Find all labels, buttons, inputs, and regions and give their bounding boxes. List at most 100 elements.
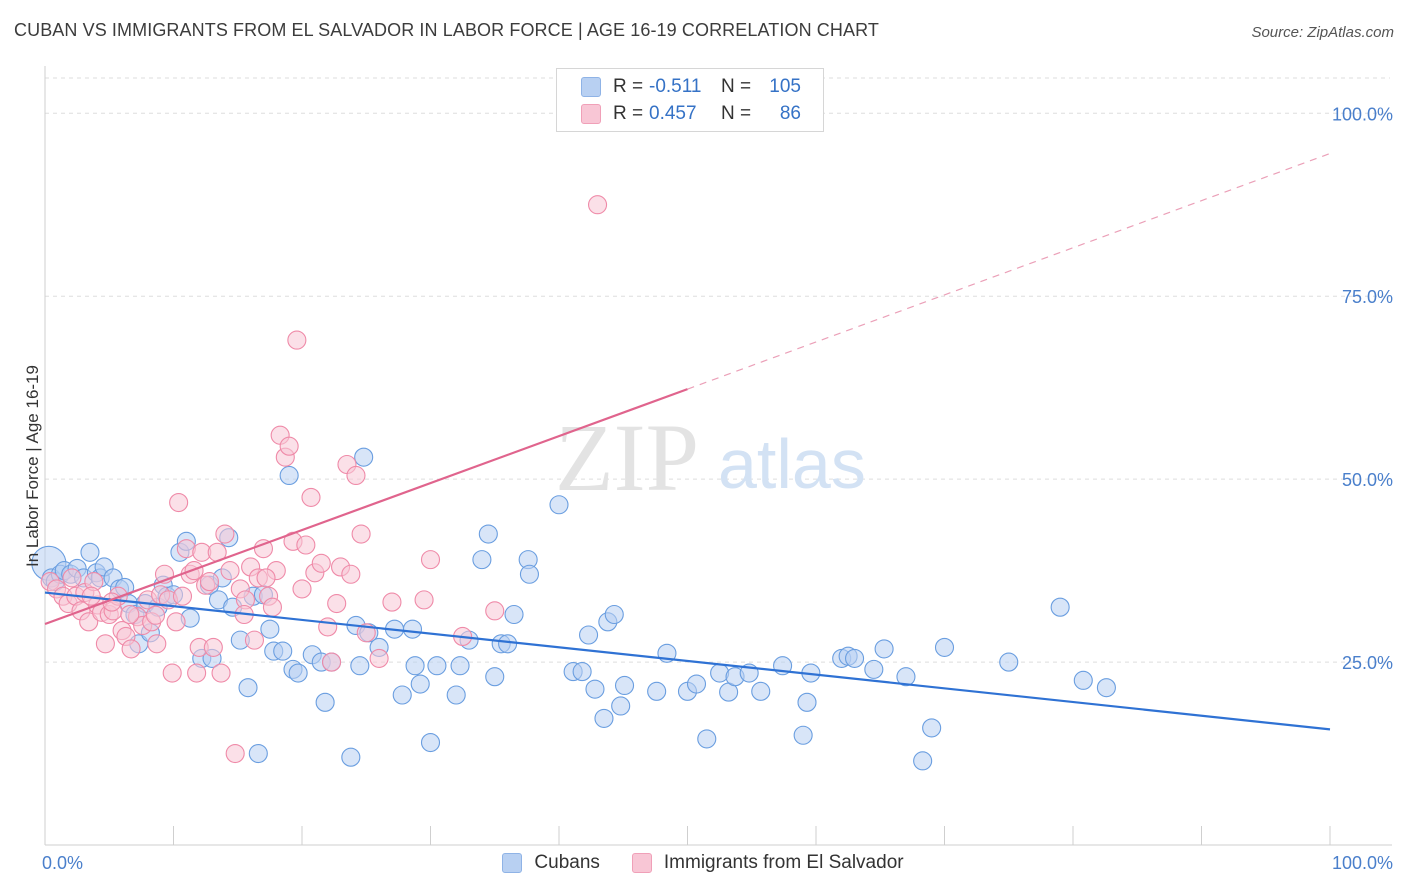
point-el-salvador-72 [369,648,389,668]
point-el-salvador-57 [287,330,307,350]
legend-n-value: 105 [769,76,801,97]
point-cubans-83 [647,681,667,701]
point-cubans-62 [446,685,466,705]
point-cubans-100 [864,659,884,679]
legend-swatch-cubans [502,853,523,873]
point-el-salvador-65 [327,593,347,614]
point-cubans-51 [341,747,361,767]
point-el-salvador-49 [253,539,274,559]
y-tick-label-2: 75.0% [1342,287,1393,307]
legend-label-cubans: Cubans [534,852,600,873]
point-cubans-82 [614,675,635,696]
series-el-salvador-points [40,195,608,764]
point-cubans-107 [1050,597,1070,617]
point-cubans-108 [1073,670,1093,690]
point-cubans-35 [238,678,258,698]
y-axis-label: In Labor Force | Age 16-19 [23,365,42,567]
point-el-salvador-60 [301,487,321,507]
point-cubans-95 [797,692,817,712]
point-cubans-56 [392,685,412,705]
legend-item-el-salvador: Immigrants from El Salvador [631,852,904,874]
legend-row-el-salvador: R = 0.457 N = 86 [581,102,801,126]
point-cubans-47 [315,692,335,712]
legend-label-el-salvador: Immigrants from El Salvador [663,852,904,873]
trend-lines [44,152,1331,731]
point-cubans-59 [410,674,430,694]
point-el-salvador-41 [215,524,235,544]
point-cubans-57 [402,619,423,639]
point-cubans-94 [793,725,813,745]
point-el-salvador-68 [341,564,361,584]
point-el-salvador-38 [203,637,223,657]
point-el-salvador-55 [279,436,299,456]
point-cubans-63 [450,656,470,676]
stats-legend: R = -0.511 N = 105 R = 0.457 N = 86 [556,68,824,132]
point-cubans-39 [260,619,280,639]
watermark-zip: ZIP [555,404,699,511]
point-el-salvador-29 [169,492,189,513]
point-cubans-78 [594,708,614,728]
point-el-salvador-4 [62,568,82,588]
legend-swatch-el-salvador [631,853,652,873]
point-cubans-76 [579,625,599,645]
point-cubans-60 [420,733,441,753]
point-cubans-109 [1096,678,1116,698]
point-el-salvador-40 [211,663,231,683]
point-el-salvador-59 [296,535,316,555]
point-cubans-77 [585,679,605,699]
point-el-salvador-28 [166,612,186,632]
legend-r-value: 0.457 [649,103,697,124]
legend-n-value: 86 [779,103,801,124]
legend-swatch-el-salvador [581,104,601,124]
legend-row-cubans: R = -0.511 N = 105 [581,75,801,99]
point-el-salvador-8 [79,612,99,632]
point-cubans-73 [549,495,569,515]
point-el-salvador-23 [147,634,167,654]
point-cubans-75 [572,662,592,682]
legend-item-cubans: Cubans [502,852,600,874]
point-cubans-66 [478,524,498,544]
point-cubans-67 [485,667,505,687]
legend-r-label: R = [613,76,644,97]
point-el-salvador-58 [292,579,312,599]
point-el-salvador-43 [225,743,245,764]
point-cubans-99 [844,648,865,668]
point-cubans-106 [999,652,1019,672]
series-legend: Cubans Immigrants from El Salvador [0,852,1406,874]
point-cubans-87 [697,729,717,749]
point-cubans-102 [896,667,916,687]
point-el-salvador-64 [322,652,342,672]
point-el-salvador-78 [587,195,608,215]
point-cubans-44 [288,663,308,683]
point-el-salvador-85 [256,568,276,588]
point-cubans-8 [80,542,100,562]
legend-n-label: N = [721,76,752,97]
point-el-salvador-12 [95,634,115,654]
x-tick-label-max: 100.0% [1332,853,1393,873]
y-tick-label-3: 100.0% [1332,104,1393,124]
legend-n-label: N = [721,103,752,124]
point-el-salvador-30 [172,586,193,606]
point-cubans-103 [913,751,933,771]
legend-swatch-cubans [581,77,601,97]
point-el-salvador-83 [187,663,207,683]
point-cubans-101 [874,639,894,659]
legend-r-value: -0.511 [649,76,702,97]
point-cubans-42 [279,465,299,486]
point-cubans-61 [427,656,447,676]
point-cubans-65 [472,550,492,570]
point-cubans-41 [273,641,293,661]
point-el-salvador-47 [244,630,265,650]
point-cubans-81 [611,696,631,716]
point-cubans-86 [686,674,707,694]
point-cubans-52 [354,447,374,467]
trend-line-ext-1 [687,152,1331,390]
point-cubans-58 [405,656,425,676]
x-tick-label-min: 0.0% [42,853,83,873]
point-cubans-37 [248,743,268,764]
watermark-atlas: atlas [718,425,866,503]
point-el-salvador-62 [311,553,331,573]
source-credit: Source: ZipAtlas.com [1251,24,1394,41]
point-el-salvador-27 [162,663,182,683]
